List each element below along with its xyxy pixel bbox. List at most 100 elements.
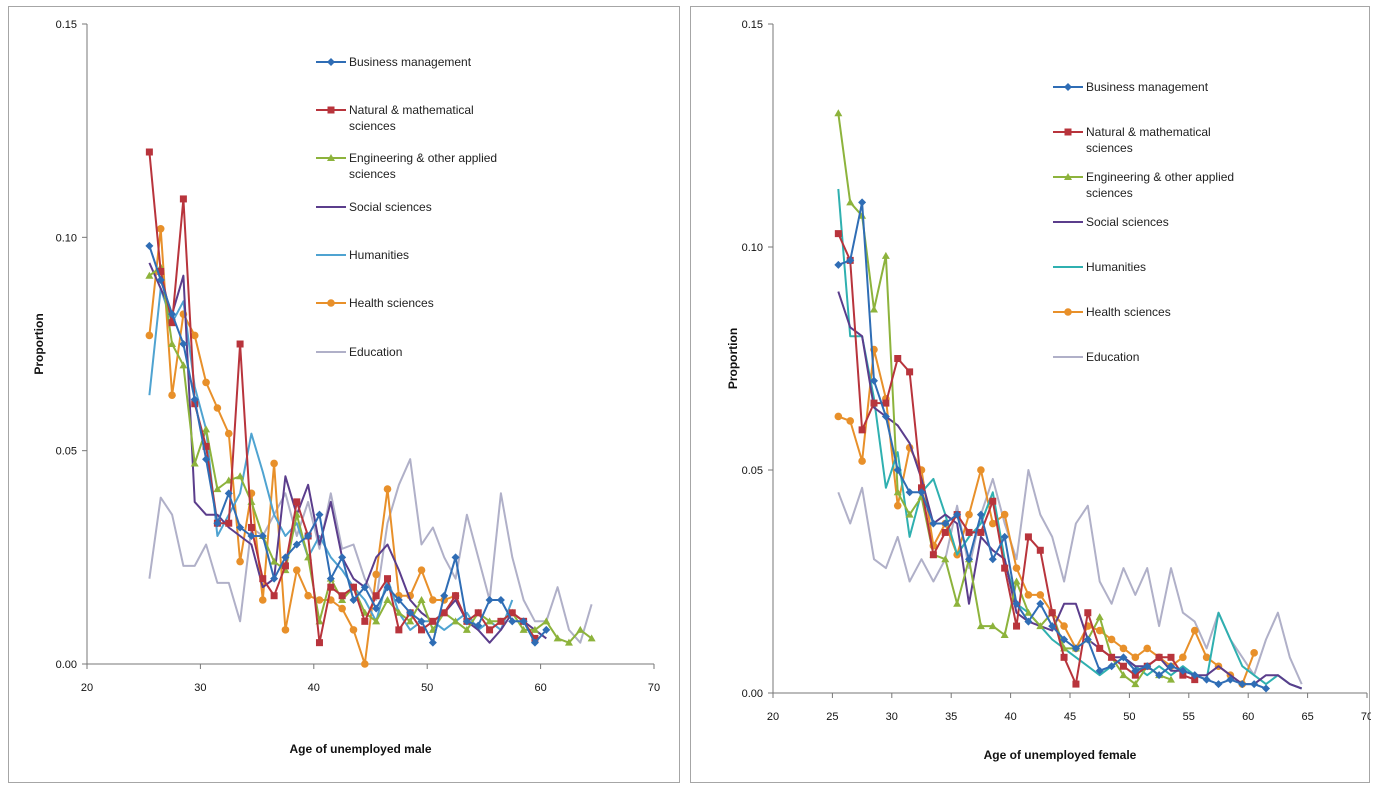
female-series-line-social-sciences (837, 291, 1303, 690)
male-series-line-engineering-other-applied-sciences (148, 266, 593, 644)
female-data-point-engineering-other-applied-sciences (1095, 613, 1104, 621)
male-data-point-natural-mathematical-sciences (452, 592, 460, 600)
male-data-point-business-management (485, 596, 494, 604)
male-data-point-natural-mathematical-sciences (281, 562, 289, 570)
female-data-point-business-management (1107, 662, 1116, 671)
female-data-point-business-management (1095, 666, 1104, 675)
male-data-point-health-sciences (258, 596, 267, 604)
female-x-tick-label: 70 (1361, 711, 1371, 723)
female-data-point-health-sciences (1095, 626, 1104, 635)
female-data-point-business-management (846, 256, 855, 265)
female-chart-panel: 0.00 0.05 0.10 0.15 20 25 30 35 40 45 50 55 60 65 70 Pr… (690, 6, 1371, 783)
male-data-point-business-management (281, 553, 290, 562)
female-legend-label-natural-mathematical-sciences: Natural & mathematical sciences (1086, 125, 1211, 155)
male-data-point-health-sciences (145, 331, 154, 340)
male-x-tick-label: 70 (648, 682, 660, 694)
female-data-point-natural-mathematical-sciences (1155, 653, 1163, 661)
female-y-tick-label: 0.05 (742, 465, 763, 477)
female-data-point-engineering-other-applied-sciences (1000, 631, 1009, 639)
female-series-social-sciences (837, 291, 1303, 690)
female-data-point-natural-mathematical-sciences (1013, 622, 1021, 630)
female-data-point-business-management (1036, 599, 1045, 608)
male-data-point-health-sciences (190, 331, 199, 340)
female-data-point-engineering-other-applied-sciences (941, 555, 950, 563)
male-data-point-health-sciences (224, 429, 233, 438)
female-y-tick-label: 0.00 (742, 688, 763, 700)
male-data-point-natural-mathematical-sciences (395, 626, 403, 634)
male-y-tick-label: 0.15 (56, 19, 77, 31)
male-data-point-business-management (270, 574, 279, 583)
male-data-point-engineering-other-applied-sciences (417, 596, 426, 603)
female-data-point-health-sciences (1024, 591, 1033, 599)
male-data-point-business-management (383, 583, 392, 592)
female-data-point-health-sciences (1107, 635, 1116, 644)
female-data-point-health-sciences (1190, 626, 1199, 635)
female-data-point-business-management (858, 198, 867, 207)
female-data-point-health-sciences (834, 412, 843, 421)
female-data-point-natural-mathematical-sciences (870, 399, 878, 407)
female-data-point-natural-mathematical-sciences (1108, 653, 1116, 661)
male-data-point-business-management (190, 395, 199, 404)
male-data-point-engineering-other-applied-sciences (519, 625, 528, 633)
male-data-point-business-management (224, 489, 233, 498)
female-data-point-engineering-other-applied-sciences (834, 109, 843, 117)
female-data-point-business-management (1083, 635, 1092, 644)
male-data-point-engineering-other-applied-sciences (462, 625, 471, 633)
female-data-point-natural-mathematical-sciences (977, 528, 985, 536)
female-data-point-health-sciences (1131, 653, 1140, 662)
female-data-point-business-management (929, 519, 938, 528)
male-legend-marker-natural-mathematical-sciences (327, 106, 335, 114)
male-data-point-engineering-other-applied-sciences (587, 634, 596, 642)
female-data-point-business-management (1071, 644, 1080, 653)
female-data-point-health-sciences (1036, 591, 1045, 599)
male-data-point-engineering-other-applied-sciences (247, 497, 256, 505)
male-x-axis-title: Age of unemployed male (289, 742, 431, 756)
female-data-point-business-management (1048, 622, 1057, 631)
male-data-point-natural-mathematical-sciences (497, 617, 505, 625)
male-series-education (148, 458, 593, 644)
male-legend-label-education: Education (349, 345, 402, 359)
female-series-health-sciences (834, 345, 1258, 688)
male-data-point-business-management (202, 455, 211, 464)
male-data-point-health-sciences (315, 596, 324, 604)
male-data-point-natural-mathematical-sciences (315, 639, 323, 647)
female-legend-label-line: Social sciences (1086, 215, 1169, 229)
female-data-point-engineering-other-applied-sciences (869, 305, 878, 313)
male-data-point-natural-mathematical-sciences (270, 592, 278, 600)
male-data-point-engineering-other-applied-sciences (168, 340, 177, 347)
female-data-point-natural-mathematical-sciences (1179, 671, 1187, 679)
female-data-point-natural-mathematical-sciences (989, 497, 997, 505)
male-data-point-natural-mathematical-sciences (372, 592, 380, 600)
female-legend-label-line: Education (1086, 350, 1139, 364)
male-data-point-business-management (145, 241, 154, 250)
female-data-point-business-management (965, 555, 974, 564)
male-data-point-engineering-other-applied-sciences (202, 425, 211, 433)
female-x-tick-label: 60 (1242, 711, 1254, 723)
female-data-point-engineering-other-applied-sciences (893, 488, 902, 496)
male-data-point-engineering-other-applied-sciences (542, 617, 551, 625)
female-data-point-natural-mathematical-sciences (858, 426, 866, 434)
female-data-point-health-sciences (858, 457, 866, 465)
male-data-point-engineering-other-applied-sciences (338, 596, 347, 603)
male-chart-panel: 0.00 0.05 0.10 0.15 20 30 40 50 60 70 Proportion Ag… (8, 6, 680, 783)
female-data-point-business-management (1119, 653, 1128, 662)
female-data-point-business-management (905, 488, 914, 497)
male-data-point-health-sciences (338, 604, 346, 613)
male-data-point-health-sciences (156, 225, 165, 233)
female-data-point-natural-mathematical-sciences (882, 399, 890, 407)
male-data-point-engineering-other-applied-sciences (179, 361, 188, 369)
female-data-point-business-management (1131, 666, 1140, 675)
male-data-point-business-management (360, 583, 369, 592)
female-data-point-health-sciences (1143, 644, 1152, 653)
male-data-point-engineering-other-applied-sciences (576, 625, 585, 633)
male-data-point-natural-mathematical-sciences (293, 498, 301, 506)
male-data-point-business-management (304, 532, 313, 540)
female-legend-label-health-sciences: Health sciences (1086, 305, 1171, 319)
male-data-point-business-management (417, 617, 426, 626)
male-data-point-business-management (156, 276, 165, 284)
male-x-tick-label: 60 (534, 682, 546, 694)
male-series-line-business-management (148, 245, 548, 644)
male-data-point-business-management (213, 519, 222, 528)
female-data-point-natural-mathematical-sciences (1096, 644, 1104, 652)
female-data-point-business-management (834, 260, 843, 269)
